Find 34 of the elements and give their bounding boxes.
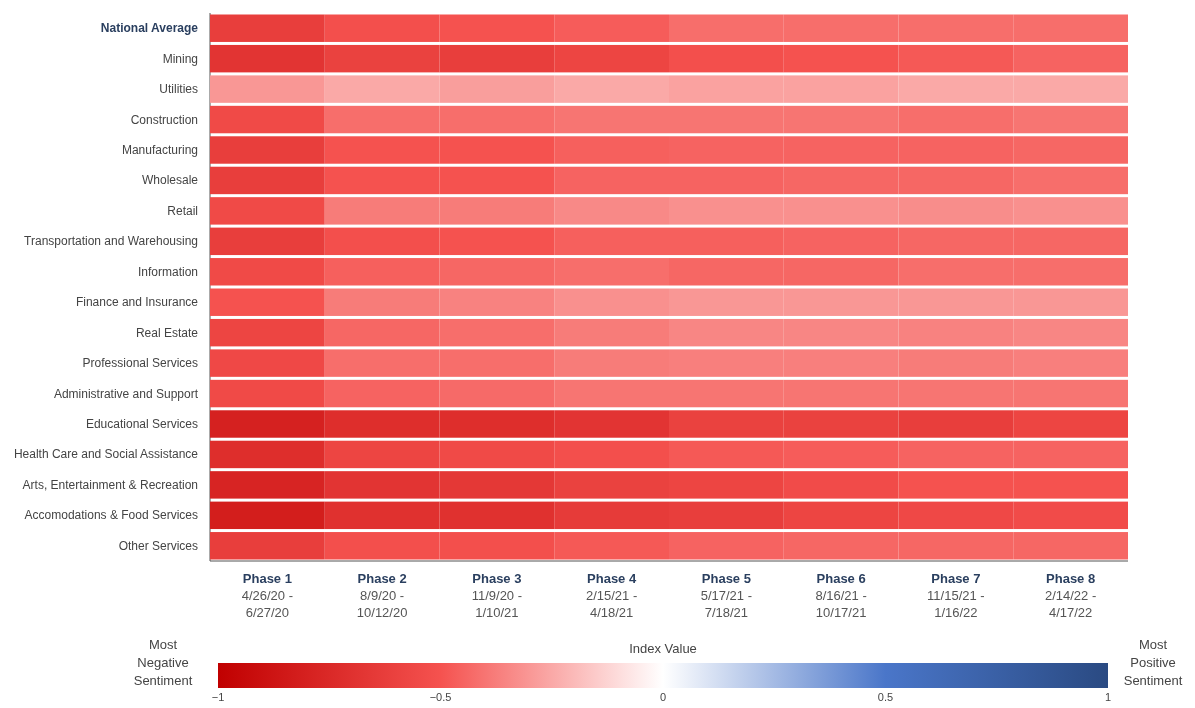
x-tick-label: Phase 7 11/15/21 - 1/16/22 xyxy=(927,571,985,620)
y-tick-label: Mining xyxy=(162,51,198,66)
y-tick-label: Administrative and Support xyxy=(53,386,199,401)
x-tick-label: Phase 5 5/17/21 - 7/18/21 xyxy=(700,571,753,620)
color-bar-title: Index Value xyxy=(629,641,697,656)
y-tick-label: Transportation and Warehousing xyxy=(24,234,198,249)
y-tick-label: Professional Services xyxy=(82,356,198,371)
y-tick-label: National Average xyxy=(100,21,199,36)
text: Most Positive Sentiment xyxy=(1123,637,1183,688)
x-tick-label: Phase 4 2/15/21 - 4/18/21 xyxy=(585,571,638,620)
y-tick-label: Manufacturing xyxy=(121,143,198,157)
y-tick-label: Educational Services xyxy=(85,417,198,431)
color-bar-label: 1 xyxy=(1104,691,1112,703)
color-bar-label: 0 xyxy=(659,691,667,703)
y-tick-label: Arts, Entertainment & Recreation xyxy=(22,477,198,492)
y-tick-label: Retail xyxy=(167,203,198,218)
y-tick-label: Other Services xyxy=(118,538,198,553)
y-tick-label: Wholesale xyxy=(141,173,199,188)
x-tick-label: Phase 2 8/9/20 - 10/12/20 xyxy=(356,571,408,620)
x-tick-label: Phase 1 4/26/20 - 6/27/20 xyxy=(241,571,294,620)
y-tick-label: Accomodations & Food Services xyxy=(24,508,198,523)
y-tick-label: Health Care and Social Assistance xyxy=(13,447,199,462)
color-bar-label: −1 xyxy=(211,691,225,703)
x-tick-label: Phase 3 11/9/20 - 1/10/21 xyxy=(471,571,523,620)
y-tick-label: Utilities xyxy=(159,82,198,97)
x-tick-label: Phase 8 2/14/22 - 4/17/22 xyxy=(1044,571,1097,620)
y-tick-label: Information xyxy=(137,264,198,279)
y-tick-label: Construction xyxy=(130,112,198,127)
y-tick-label: Real Estate xyxy=(135,325,199,340)
color-bar-label: 0.5 xyxy=(877,691,894,703)
y-tick-label: Finance and Insurance xyxy=(75,295,199,310)
x-tick-label: Phase 6 8/16/21 - 10/17/21 xyxy=(815,571,867,620)
text: Most Negative Sentiment xyxy=(133,637,193,688)
color-bar-label: −0.5 xyxy=(429,691,452,703)
